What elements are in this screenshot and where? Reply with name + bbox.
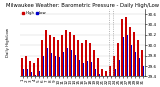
- Bar: [129, 27, 131, 76]
- Bar: [31, 72, 32, 76]
- Title: Milwaukee Weather: Barometric Pressure - Daily High/Low: Milwaukee Weather: Barometric Pressure -…: [6, 3, 159, 8]
- Bar: [139, 58, 140, 76]
- Bar: [23, 69, 24, 76]
- Bar: [107, 76, 108, 87]
- Bar: [59, 57, 60, 76]
- Bar: [91, 62, 92, 76]
- Bar: [117, 43, 119, 76]
- Bar: [123, 37, 124, 76]
- Bar: [105, 71, 107, 76]
- Bar: [143, 66, 144, 76]
- Bar: [95, 69, 96, 76]
- Bar: [121, 19, 123, 76]
- Bar: [81, 43, 83, 76]
- Bar: [109, 66, 111, 76]
- Bar: [101, 69, 103, 76]
- Bar: [135, 52, 136, 76]
- Bar: [43, 56, 44, 76]
- Bar: [97, 58, 99, 76]
- Bar: [63, 52, 64, 76]
- Bar: [125, 17, 127, 76]
- Bar: [141, 50, 143, 76]
- Bar: [51, 53, 52, 76]
- Bar: [27, 69, 28, 76]
- Bar: [57, 40, 59, 76]
- Bar: [89, 43, 91, 76]
- Bar: [87, 61, 88, 76]
- Bar: [61, 35, 63, 76]
- Bar: [21, 58, 23, 76]
- Bar: [53, 37, 55, 76]
- Bar: [25, 56, 27, 76]
- Legend: High, Low: High, Low: [22, 11, 47, 16]
- Bar: [133, 32, 135, 76]
- Bar: [41, 40, 43, 76]
- Bar: [115, 69, 116, 76]
- Bar: [65, 30, 67, 76]
- Bar: [127, 35, 128, 76]
- Bar: [71, 50, 72, 76]
- Bar: [103, 76, 104, 84]
- Bar: [83, 64, 84, 76]
- Bar: [37, 58, 39, 76]
- Bar: [49, 35, 51, 76]
- Bar: [35, 75, 36, 76]
- Bar: [131, 45, 132, 76]
- Bar: [55, 56, 56, 76]
- Bar: [67, 48, 68, 76]
- Bar: [75, 55, 76, 76]
- Bar: [119, 60, 120, 76]
- Bar: [113, 56, 115, 76]
- Bar: [79, 60, 80, 76]
- Bar: [85, 40, 87, 76]
- Bar: [33, 64, 35, 76]
- Bar: [77, 40, 79, 76]
- Bar: [73, 35, 75, 76]
- Bar: [93, 50, 95, 76]
- Bar: [47, 48, 48, 76]
- Bar: [99, 74, 100, 76]
- Text: Daily High/Low: Daily High/Low: [6, 28, 10, 57]
- Bar: [69, 32, 71, 76]
- Bar: [137, 40, 139, 76]
- Bar: [29, 61, 31, 76]
- Bar: [39, 71, 40, 76]
- Bar: [45, 30, 47, 76]
- Bar: [111, 76, 112, 81]
